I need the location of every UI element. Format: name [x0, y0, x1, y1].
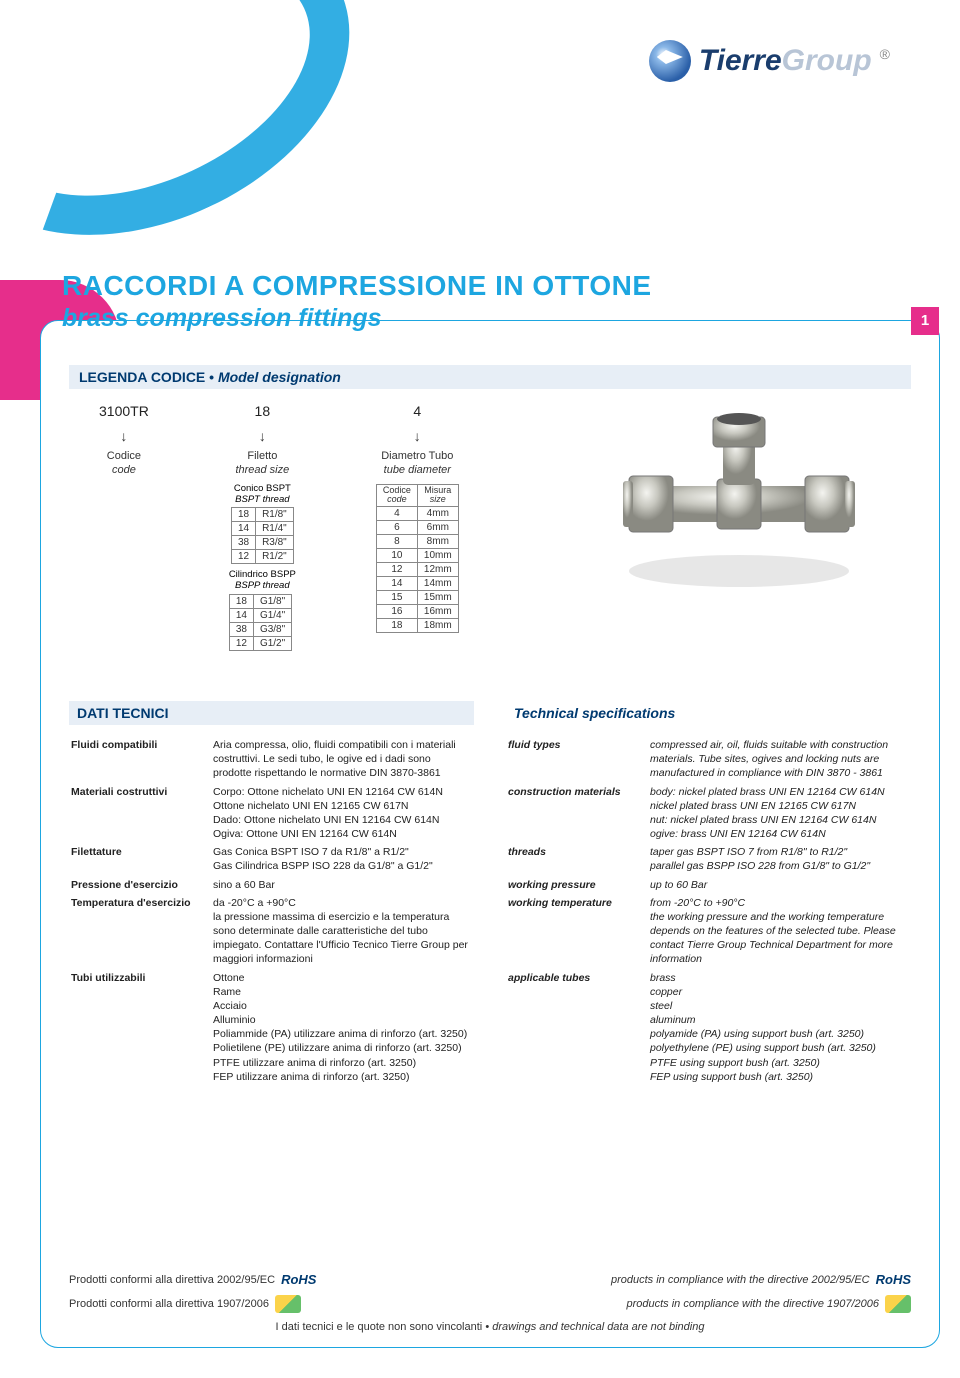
spec-heading: DATI TECNICI: [69, 701, 474, 725]
legend-heading-bar: LEGENDA CODICE • Model designation: [69, 365, 911, 389]
spec-col-it: DATI TECNICI Fluidi compatibiliAria compr…: [69, 701, 474, 1087]
table-row: 14R1/4": [231, 522, 293, 536]
footer-reach-row: Prodotti conformi alla direttiva 1907/20…: [69, 1295, 911, 1313]
spec-heading: Technical specifications: [506, 701, 911, 725]
table-row: 12R1/2": [231, 550, 293, 564]
footer-disclaimer: I dati tecnici e le quote non sono vinco…: [69, 1321, 911, 1333]
spec-row: fluid typescompressed air, oil, fluids s…: [508, 737, 909, 782]
spec-table-en: Technical specifications fluid typescompr…: [506, 701, 911, 1087]
legend-col-code: 3100TR ↓ Codice code: [99, 403, 149, 657]
legend-heading-it: LEGENDA CODICE: [79, 369, 205, 385]
bspp-table-block: Cilindrico BSPPBSPP thread18G1/8"14G1/4"…: [229, 570, 296, 651]
table-row: 44mm: [376, 507, 458, 521]
table-caption: Cilindrico BSPPBSPP thread: [229, 570, 296, 592]
table-row: 1818mm: [376, 619, 458, 633]
table-row: 1212mm: [376, 563, 458, 577]
table-row: 38R3/8": [231, 536, 293, 550]
legend-example-thread: 18: [255, 403, 271, 419]
arrow-icon: ↓: [414, 429, 421, 443]
page-title: RACCORDI A COMPRESSIONE IN OTTONE: [62, 270, 652, 302]
legend-example-code: 3100TR: [99, 403, 149, 419]
legend-col-tube: 4 ↓ Diametro Tubo tube diameter Codiceco…: [376, 403, 459, 657]
mini-table: 18G1/8"14G1/4"38G3/8"12G1/2": [229, 594, 292, 651]
arrow-icon: ↓: [120, 429, 127, 443]
rohs-en: products in compliance with the directiv…: [611, 1272, 911, 1287]
spec-row: applicable tubesbrasscoppersteelaluminum…: [508, 970, 909, 1085]
legend-heading-en: Model designation: [218, 369, 341, 385]
legend-col-thread: 18 ↓ Filetto thread size Conico BSPTBSPT…: [229, 403, 296, 657]
page-number-tab: 1: [911, 307, 939, 335]
table-row: 38G3/8": [229, 623, 291, 637]
spec-table-it: DATI TECNICI Fluidi compatibiliAria compr…: [69, 701, 474, 1087]
mini-table: 18R1/8"14R1/4"38R3/8"12R1/2": [231, 507, 294, 564]
rohs-badge: RoHS: [281, 1272, 316, 1287]
spec-row: Temperatura d'esercizioda -20°C a +90°Cl…: [71, 895, 472, 968]
spec-table: Fluidi compatibiliAria compressa, olio, …: [69, 735, 474, 1087]
reach-en: products in compliance with the directiv…: [626, 1295, 911, 1313]
spec-row: Tubi utilizzabiliOttoneRameAcciaioAllumi…: [71, 970, 472, 1085]
table-row: 18G1/8": [229, 595, 291, 609]
arrow-icon: ↓: [259, 429, 266, 443]
legend-label-thread: Filetto thread size: [235, 449, 289, 478]
spec-row: working pressureup to 60 Bar: [508, 877, 909, 893]
table-row: 12G1/2": [229, 637, 291, 651]
brand-suffix: Group: [782, 44, 872, 77]
table-caption: Conico BSPTBSPT thread: [231, 484, 294, 506]
spec-section: DATI TECNICI Fluidi compatibiliAria compr…: [69, 701, 911, 1087]
table-row: 1616mm: [376, 605, 458, 619]
product-image: [599, 411, 879, 601]
content-box: 1 LEGENDA CODICE • Model designation 310…: [40, 320, 940, 1348]
tube-table-block: CodicecodeMisurasize44mm66mm88mm1010mm12…: [376, 484, 459, 634]
footer-block: Prodotti conformi alla direttiva 2002/95…: [69, 1272, 911, 1333]
brand-logo-mark: [649, 40, 691, 82]
mini-table: CodicecodeMisurasize44mm66mm88mm1010mm12…: [376, 484, 459, 634]
rohs-badge: RoHS: [876, 1272, 911, 1287]
reach-icon: [885, 1295, 911, 1313]
reach-it: Prodotti conformi alla direttiva 1907/20…: [69, 1295, 301, 1313]
page-subtitle: brass compression fittings: [62, 304, 652, 333]
spec-table: fluid typescompressed air, oil, fluids s…: [506, 735, 911, 1087]
spec-row: construction materialsbody: nickel plate…: [508, 784, 909, 843]
table-row: 18R1/8": [231, 508, 293, 522]
table-row: 88mm: [376, 535, 458, 549]
brand-name: Tierre: [699, 44, 782, 77]
rohs-it: Prodotti conformi alla direttiva 2002/95…: [69, 1272, 316, 1287]
decorative-swoosh-blue: [0, 0, 399, 296]
table-row: 1515mm: [376, 591, 458, 605]
spec-col-en: Technical specifications fluid typescompr…: [506, 701, 911, 1087]
brand-logo-text: TierreGroup: [699, 44, 872, 78]
legend-label-code: Codice code: [107, 449, 141, 478]
brand-logo: TierreGroup ®: [649, 40, 890, 82]
table-row: 1010mm: [376, 549, 458, 563]
legend-label-tube: Diametro Tubo tube diameter: [381, 449, 453, 478]
legend-example-tube: 4: [413, 403, 421, 419]
page-title-block: RACCORDI A COMPRESSIONE IN OTTONE brass …: [62, 270, 652, 333]
footer-rohs-row: Prodotti conformi alla direttiva 2002/95…: [69, 1272, 911, 1287]
bspt-table-block: Conico BSPTBSPT thread18R1/8"14R1/4"38R3…: [231, 484, 294, 565]
table-row: 14G1/4": [229, 609, 291, 623]
spec-row: threadstaper gas BSPT ISO 7 from R1/8" t…: [508, 844, 909, 874]
brand-registered: ®: [880, 46, 890, 62]
table-row: 1414mm: [376, 577, 458, 591]
spec-row: FilettatureGas Conica BSPT ISO 7 da R1/8…: [71, 844, 472, 874]
spec-row: Materiali costruttiviCorpo: Ottone niche…: [71, 784, 472, 843]
spec-row: working temperaturefrom -20°C to +90°Cth…: [508, 895, 909, 968]
spec-row: Pressione d'eserciziosino a 60 Bar: [71, 877, 472, 893]
spec-row: Fluidi compatibiliAria compressa, olio, …: [71, 737, 472, 782]
table-row: 66mm: [376, 521, 458, 535]
reach-icon: [275, 1295, 301, 1313]
